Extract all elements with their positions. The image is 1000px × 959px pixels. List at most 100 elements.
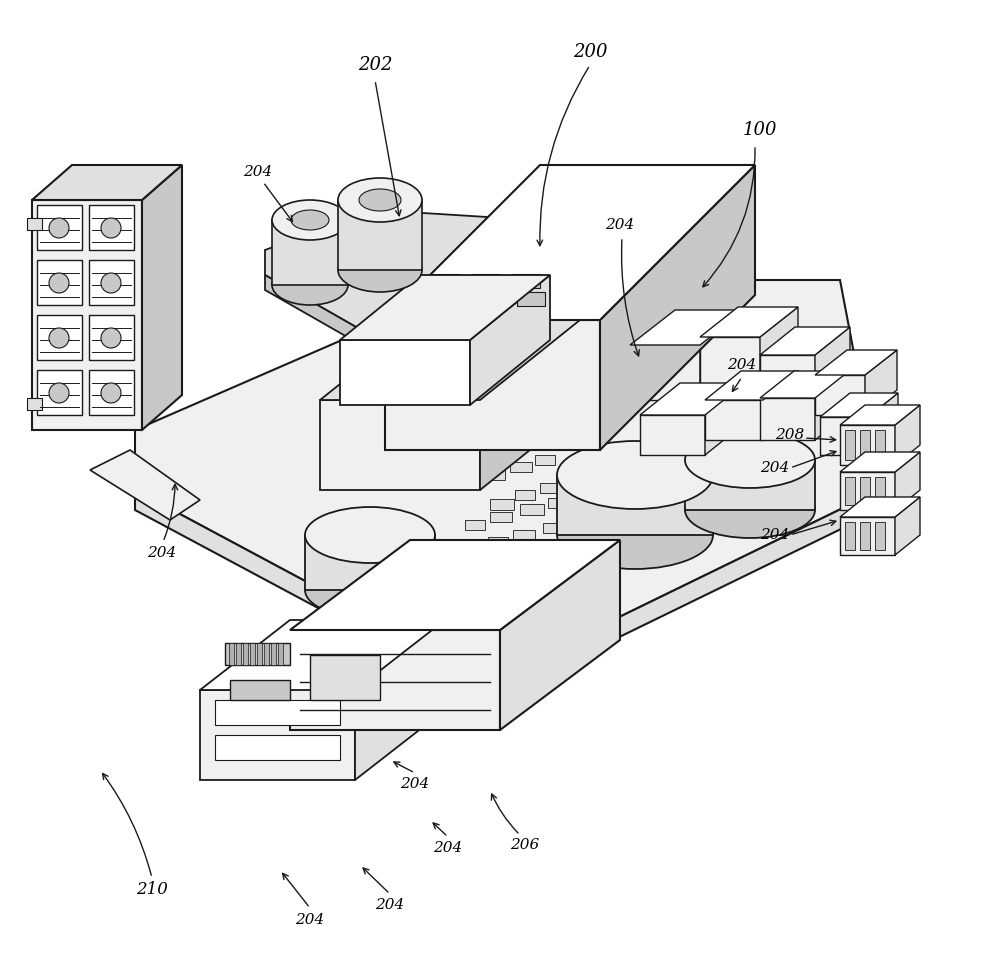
Polygon shape: [700, 307, 798, 337]
Polygon shape: [500, 540, 620, 730]
Ellipse shape: [305, 507, 435, 563]
Polygon shape: [540, 548, 560, 558]
Polygon shape: [860, 522, 870, 550]
Polygon shape: [310, 655, 380, 700]
Polygon shape: [512, 273, 540, 288]
Polygon shape: [705, 383, 745, 455]
Polygon shape: [845, 430, 855, 460]
Polygon shape: [488, 562, 508, 572]
Polygon shape: [89, 260, 134, 305]
Polygon shape: [490, 499, 514, 510]
Text: 204: 204: [433, 841, 463, 855]
Polygon shape: [548, 498, 568, 508]
Polygon shape: [271, 643, 276, 665]
Polygon shape: [840, 452, 920, 472]
Circle shape: [49, 328, 69, 348]
Polygon shape: [37, 260, 82, 305]
Polygon shape: [480, 468, 505, 480]
Polygon shape: [37, 205, 82, 250]
Polygon shape: [490, 512, 512, 522]
Polygon shape: [596, 528, 616, 538]
Polygon shape: [215, 700, 340, 725]
Polygon shape: [868, 393, 898, 455]
Text: 100: 100: [743, 121, 777, 139]
Polygon shape: [510, 462, 532, 472]
Polygon shape: [385, 320, 600, 450]
Polygon shape: [236, 643, 241, 665]
Polygon shape: [250, 643, 255, 665]
Polygon shape: [513, 555, 535, 565]
Text: 204: 204: [760, 461, 790, 475]
Text: 204: 204: [375, 898, 405, 912]
Polygon shape: [225, 643, 290, 665]
Polygon shape: [265, 275, 440, 390]
Polygon shape: [230, 680, 290, 700]
Polygon shape: [515, 490, 535, 500]
Ellipse shape: [272, 265, 348, 305]
Circle shape: [101, 273, 121, 293]
Polygon shape: [89, 315, 134, 360]
Polygon shape: [685, 460, 815, 510]
Polygon shape: [700, 337, 760, 385]
Circle shape: [49, 218, 69, 238]
Polygon shape: [305, 535, 435, 590]
Polygon shape: [340, 275, 550, 340]
Text: 204: 204: [243, 165, 273, 179]
Ellipse shape: [359, 189, 401, 211]
Polygon shape: [540, 483, 562, 493]
Polygon shape: [513, 530, 535, 540]
Text: 204: 204: [295, 913, 325, 927]
Polygon shape: [600, 165, 755, 450]
Text: 204: 204: [400, 777, 430, 791]
Polygon shape: [815, 327, 850, 400]
Circle shape: [101, 328, 121, 348]
Polygon shape: [432, 273, 460, 288]
Circle shape: [101, 218, 121, 238]
Polygon shape: [760, 307, 798, 385]
Text: 204: 204: [147, 546, 177, 560]
Circle shape: [101, 383, 121, 403]
Text: 208: 208: [775, 428, 805, 442]
Ellipse shape: [305, 562, 435, 618]
Polygon shape: [385, 165, 755, 320]
Polygon shape: [90, 450, 200, 520]
Circle shape: [49, 273, 69, 293]
Polygon shape: [820, 393, 898, 417]
Polygon shape: [705, 371, 799, 400]
Polygon shape: [200, 690, 355, 780]
Polygon shape: [265, 210, 545, 375]
Polygon shape: [640, 383, 745, 415]
Polygon shape: [875, 477, 885, 505]
Polygon shape: [815, 375, 865, 415]
Ellipse shape: [338, 248, 422, 292]
Polygon shape: [760, 371, 849, 398]
Circle shape: [49, 383, 69, 403]
Polygon shape: [37, 370, 82, 415]
Polygon shape: [860, 477, 870, 505]
Text: 204: 204: [727, 358, 757, 372]
Polygon shape: [760, 398, 815, 440]
Text: 200: 200: [573, 43, 607, 61]
Polygon shape: [895, 405, 920, 465]
Polygon shape: [89, 370, 134, 415]
Polygon shape: [840, 497, 920, 517]
Polygon shape: [875, 430, 885, 460]
Polygon shape: [200, 620, 445, 690]
Polygon shape: [27, 398, 42, 410]
Polygon shape: [630, 310, 745, 345]
Text: 210: 210: [136, 881, 168, 899]
Polygon shape: [700, 310, 745, 400]
Polygon shape: [32, 200, 142, 430]
Ellipse shape: [291, 210, 329, 230]
Polygon shape: [142, 165, 182, 430]
Polygon shape: [840, 425, 895, 465]
Polygon shape: [875, 522, 885, 550]
Polygon shape: [568, 538, 590, 548]
Polygon shape: [860, 430, 870, 460]
Polygon shape: [135, 490, 880, 700]
Polygon shape: [338, 200, 422, 270]
Polygon shape: [895, 452, 920, 510]
Polygon shape: [820, 417, 868, 455]
Ellipse shape: [685, 482, 815, 538]
Polygon shape: [845, 477, 855, 505]
